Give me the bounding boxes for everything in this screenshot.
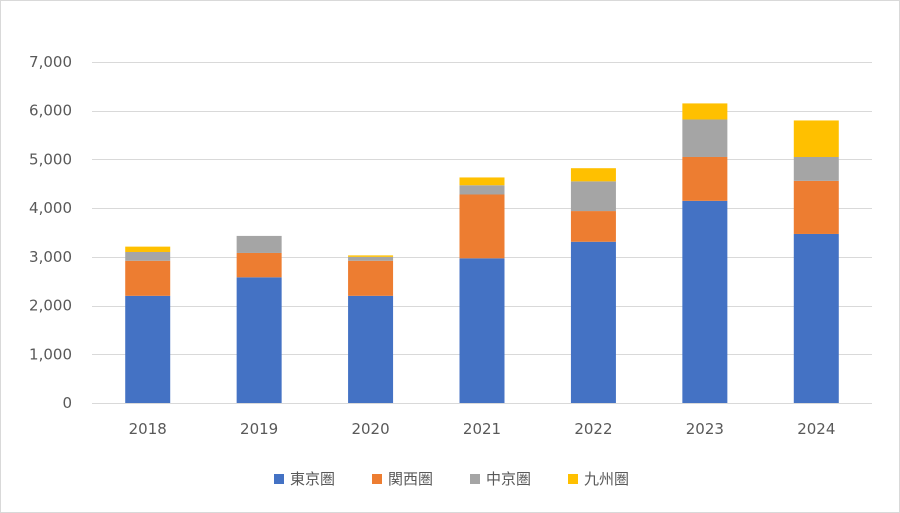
y-axis-tick-labels: 0 1,000 2,000 3,000 4,000 5,000 6,000 7,000 bbox=[29, 53, 72, 412]
x-tick-label: 2020 bbox=[351, 420, 389, 438]
bar-2021-中京圏 bbox=[459, 185, 505, 195]
bar-2021-関西圏 bbox=[459, 194, 505, 259]
bar-2022-東京圏 bbox=[570, 241, 616, 403]
y-tick-label: 2,000 bbox=[29, 297, 72, 315]
bar-2024-中京圏 bbox=[793, 156, 839, 181]
legend-swatch-九州圏 bbox=[568, 474, 578, 484]
bar-2023-九州圏 bbox=[682, 103, 728, 120]
bar-2022-九州圏 bbox=[570, 168, 616, 182]
bar-2019-東京圏 bbox=[236, 277, 282, 403]
bar-2020-九州圏 bbox=[348, 255, 394, 257]
bar-2020-関西圏 bbox=[348, 260, 394, 296]
y-tick-label: 5,000 bbox=[29, 150, 72, 168]
bar-2022-関西圏 bbox=[570, 211, 616, 242]
bar-2023-東京圏 bbox=[682, 200, 728, 403]
y-tick-label: 7,000 bbox=[29, 53, 72, 71]
y-tick-label: 4,000 bbox=[29, 199, 72, 217]
legend: 東京圏 関西圏 中京圏 九州圏 bbox=[274, 470, 629, 488]
bar-2019-中京圏 bbox=[236, 235, 282, 253]
bar-2023-関西圏 bbox=[682, 156, 728, 201]
bar-2020-中京圏 bbox=[348, 256, 394, 261]
bar-2021-九州圏 bbox=[459, 177, 505, 186]
bar-2022-中京圏 bbox=[570, 181, 616, 212]
bar-2020-東京圏 bbox=[348, 295, 394, 403]
y-tick-label: 0 bbox=[62, 394, 72, 412]
bar-2018-九州圏 bbox=[125, 246, 171, 252]
y-tick-label: 6,000 bbox=[29, 102, 72, 120]
x-tick-label: 2022 bbox=[574, 420, 612, 438]
x-tick-label: 2021 bbox=[463, 420, 501, 438]
bar-2018-中京圏 bbox=[125, 251, 171, 261]
legend-swatch-中京圏 bbox=[470, 474, 480, 484]
legend-swatch-関西圏 bbox=[372, 474, 382, 484]
bar-2024-東京圏 bbox=[793, 233, 839, 403]
gridlines bbox=[92, 62, 872, 355]
x-tick-label: 2018 bbox=[129, 420, 167, 438]
legend-label: 関西圏 bbox=[388, 470, 433, 488]
legend-label: 東京圏 bbox=[290, 470, 335, 488]
bar-2024-関西圏 bbox=[793, 180, 839, 234]
bar-2018-東京圏 bbox=[125, 295, 171, 403]
bar-2023-中京圏 bbox=[682, 119, 728, 157]
y-tick-label: 3,000 bbox=[29, 248, 72, 266]
legend-swatch-東京圏 bbox=[274, 474, 284, 484]
bar-2021-東京圏 bbox=[459, 258, 505, 403]
legend-label: 中京圏 bbox=[486, 470, 531, 488]
bar-2018-関西圏 bbox=[125, 260, 171, 296]
x-tick-label: 2019 bbox=[240, 420, 278, 438]
y-tick-label: 1,000 bbox=[29, 345, 72, 363]
x-axis-tick-labels: 2018 2019 2020 2021 2022 2023 2024 bbox=[129, 420, 836, 438]
x-tick-label: 2023 bbox=[686, 420, 724, 438]
bar-2019-関西圏 bbox=[236, 252, 282, 278]
bars bbox=[125, 103, 839, 403]
legend-label: 九州圏 bbox=[584, 470, 629, 488]
bar-2024-九州圏 bbox=[793, 120, 839, 157]
x-tick-label: 2024 bbox=[797, 420, 835, 438]
